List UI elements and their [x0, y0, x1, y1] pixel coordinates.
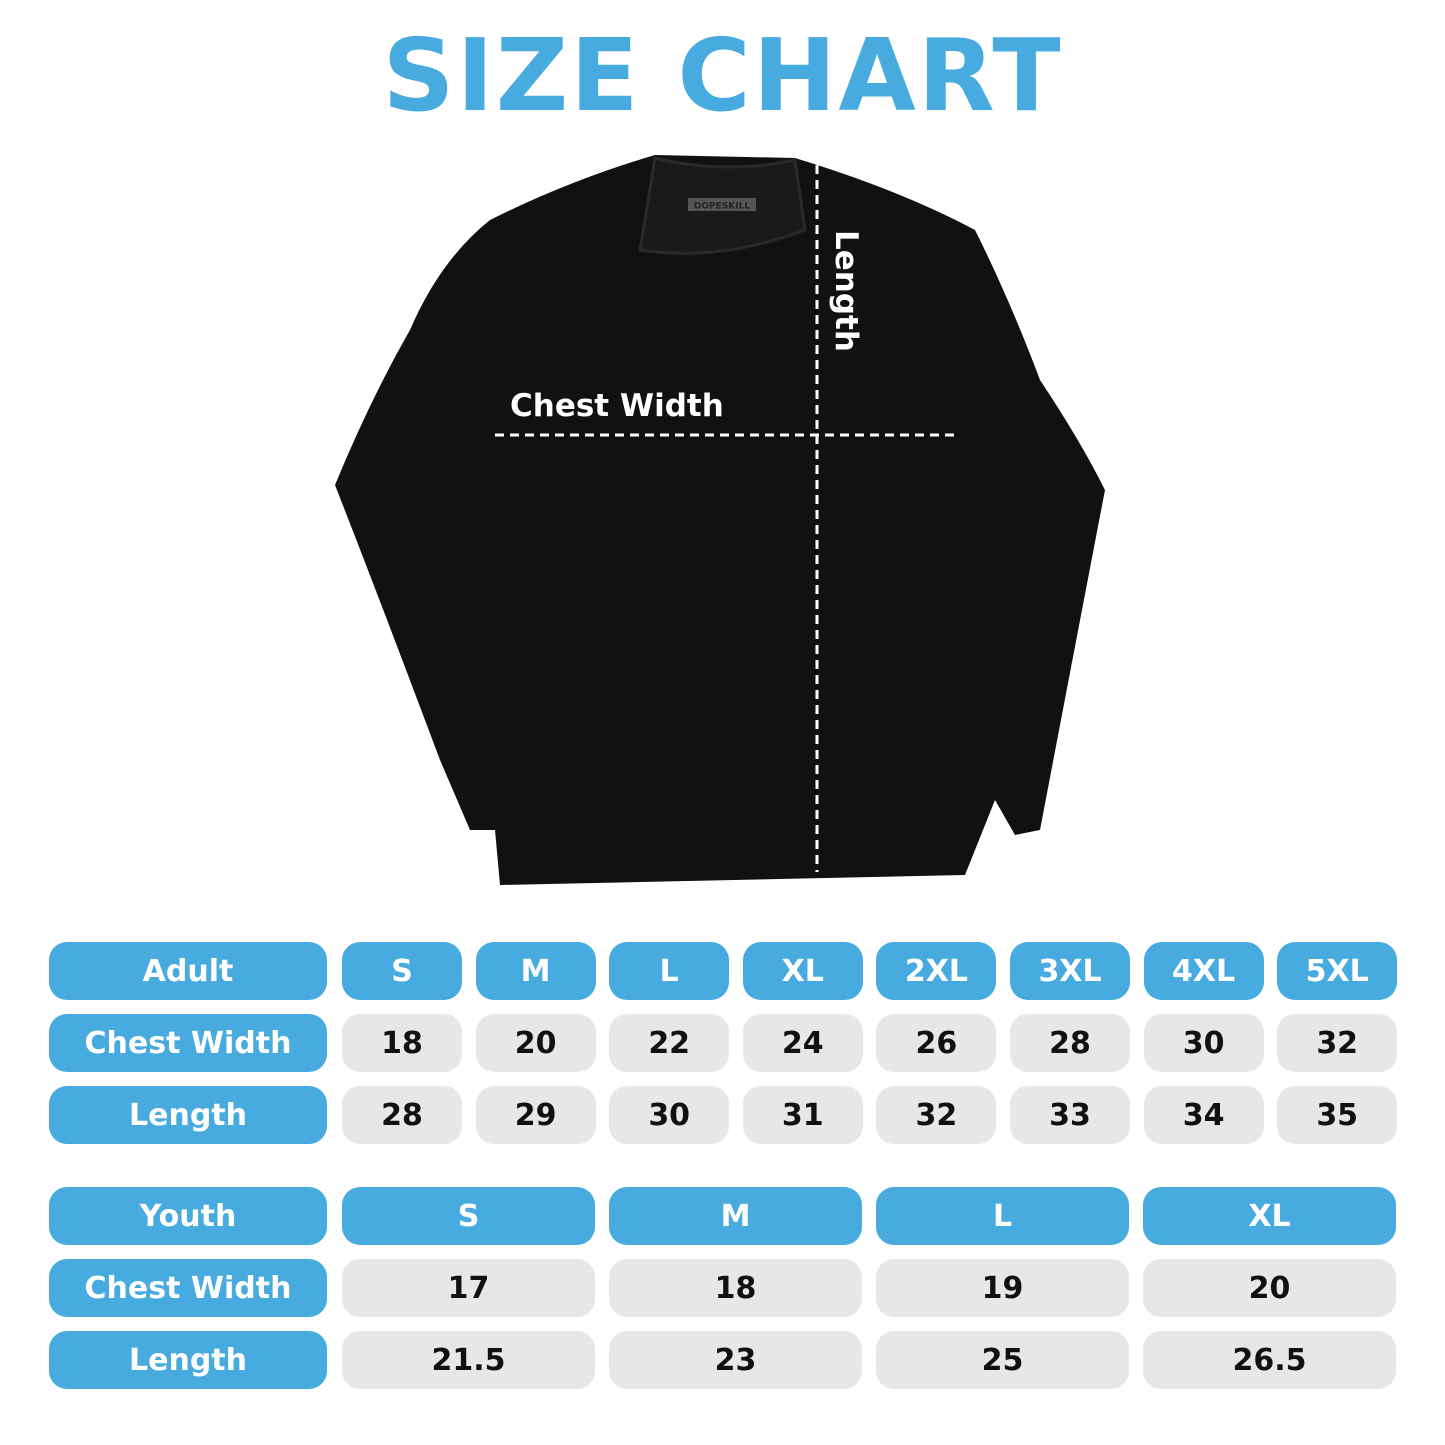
youth-size-header: XL	[1143, 1187, 1396, 1245]
youth-value-cell: 17	[342, 1259, 595, 1317]
adult-size-header: L	[609, 942, 730, 1000]
youth-value-cell: 21.5	[342, 1331, 595, 1389]
adult-row-label: Length	[49, 1086, 327, 1144]
page-title: SIZE CHART	[382, 17, 1063, 134]
youth-value-cell: 26.5	[1143, 1331, 1396, 1389]
youth-value-cell: 20	[1143, 1259, 1396, 1317]
adult-value-cell: 33	[1010, 1086, 1130, 1144]
youth-value-cell: 23	[609, 1331, 862, 1389]
adult-header: Adult	[49, 942, 327, 1000]
adult-value-cell: 22	[609, 1014, 730, 1072]
adult-size-header: XL	[742, 942, 863, 1000]
youth-value-cell: 19	[876, 1259, 1129, 1317]
youth-size-header: S	[342, 1187, 595, 1245]
adult-value-cell: 35	[1277, 1086, 1398, 1144]
adult-size-header: 5XL	[1277, 942, 1398, 1000]
youth-value-cell: 18	[609, 1259, 862, 1317]
adult-row-label: Chest Width	[49, 1014, 327, 1072]
youth-size-header: M	[609, 1187, 862, 1245]
adult-size-header: S	[342, 942, 462, 1000]
svg-text:DOPESKILL: DOPESKILL	[694, 202, 750, 212]
chest-width-label: Chest Width	[510, 388, 724, 424]
adult-value-cell: 26	[876, 1014, 997, 1072]
long-sleeve-shirt-image: DOPESKILL	[335, 155, 1105, 885]
adult-size-header: 3XL	[1010, 942, 1130, 1000]
adult-value-cell: 30	[609, 1086, 730, 1144]
youth-value-cell: 25	[876, 1331, 1129, 1389]
youth-row-label: Chest Width	[49, 1259, 327, 1317]
adult-value-cell: 18	[342, 1014, 462, 1072]
adult-value-cell: 24	[742, 1014, 863, 1072]
length-label: Length	[828, 230, 864, 352]
adult-size-header: M	[475, 942, 596, 1000]
adult-value-cell: 30	[1143, 1014, 1264, 1072]
adult-value-cell: 32	[876, 1086, 997, 1144]
adult-value-cell: 32	[1277, 1014, 1398, 1072]
adult-value-cell: 28	[1010, 1014, 1130, 1072]
adult-value-cell: 31	[742, 1086, 863, 1144]
youth-header: Youth	[49, 1187, 327, 1245]
adult-size-header: 2XL	[876, 942, 997, 1000]
adult-value-cell: 34	[1143, 1086, 1264, 1144]
shirt-body	[335, 155, 1105, 885]
adult-size-header: 4XL	[1143, 942, 1264, 1000]
brand-tag-logo	[688, 198, 756, 211]
adult-value-cell: 29	[475, 1086, 596, 1144]
youth-size-header: L	[876, 1187, 1129, 1245]
youth-row-label: Length	[49, 1331, 327, 1389]
adult-value-cell: 20	[475, 1014, 596, 1072]
adult-value-cell: 28	[342, 1086, 462, 1144]
